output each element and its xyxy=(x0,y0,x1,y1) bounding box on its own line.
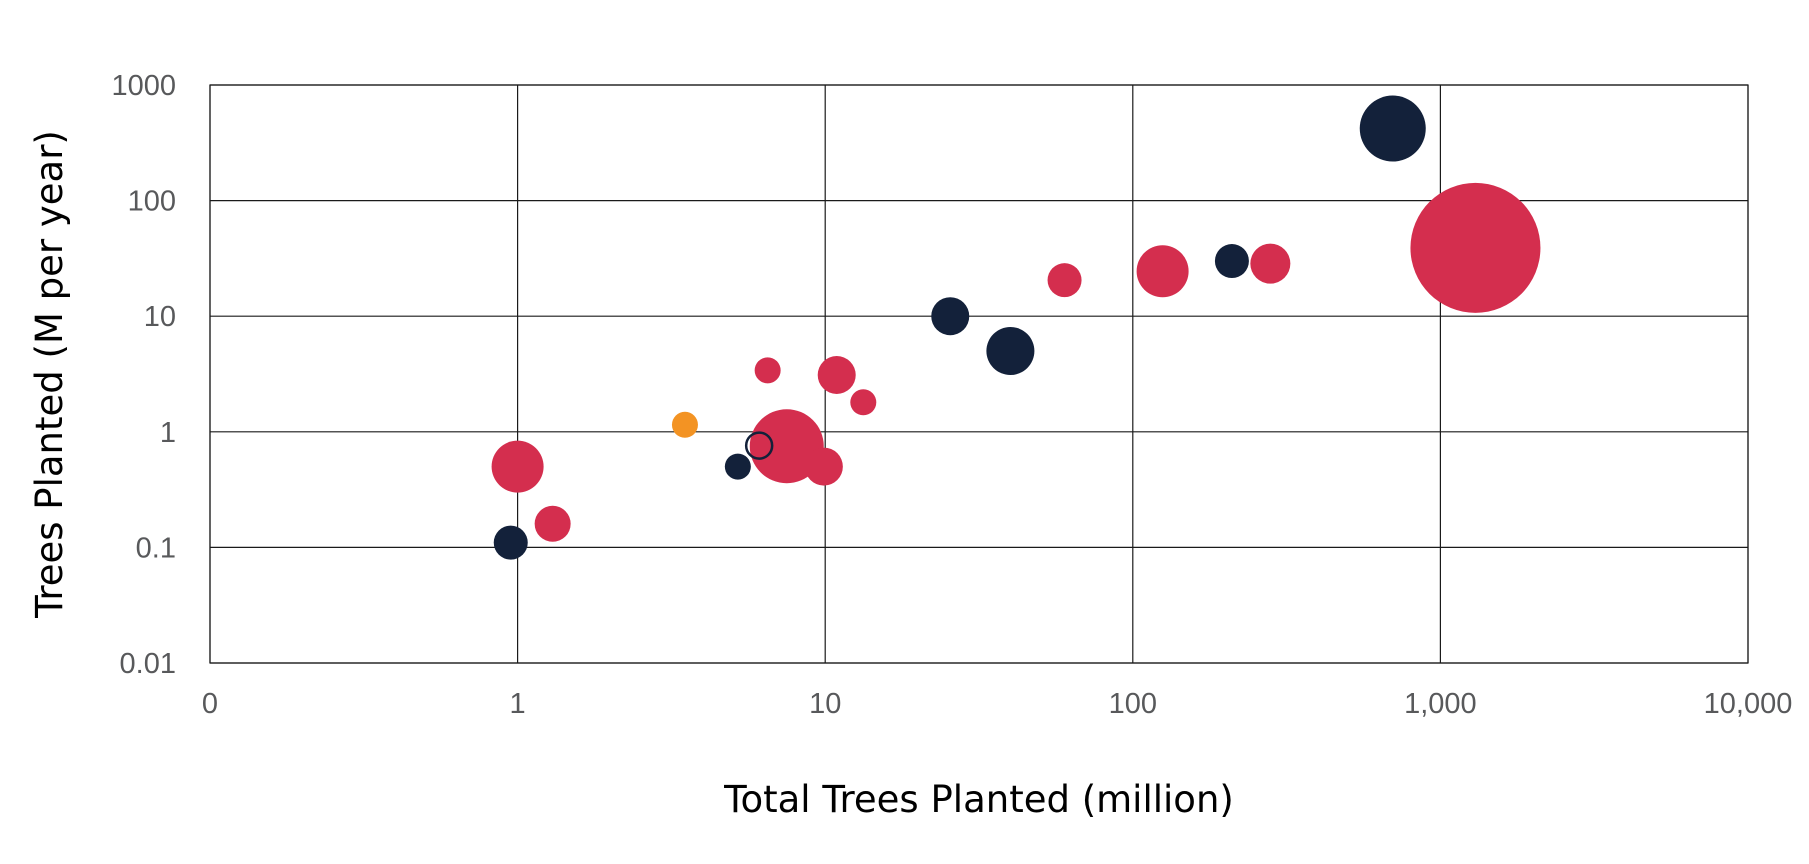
data-point xyxy=(1136,245,1189,298)
data-point xyxy=(804,447,843,486)
y-tick-label: 10 xyxy=(144,301,176,333)
data-point xyxy=(1047,263,1082,298)
data-point xyxy=(1359,95,1426,162)
x-axis-ticks: 0 1 10 100 1,000 10,000 xyxy=(202,688,1792,720)
data-point xyxy=(850,389,877,416)
y-tick-label: 0.01 xyxy=(120,648,176,680)
data-point xyxy=(493,525,528,560)
y-axis-title: Trees Planted (M per year) xyxy=(28,130,71,619)
y-tick-label: 0.1 xyxy=(136,532,176,564)
y-tick-label: 1000 xyxy=(111,70,176,102)
plot-area xyxy=(209,84,1749,664)
data-point xyxy=(1410,182,1541,313)
data-point xyxy=(754,357,781,384)
data-point xyxy=(491,440,544,493)
x-tick-label: 0 xyxy=(202,688,218,720)
x-tick-label: 1 xyxy=(510,688,526,720)
data-point xyxy=(534,505,571,542)
y-tick-label: 1 xyxy=(160,417,176,449)
data-point xyxy=(986,326,1035,375)
data-point xyxy=(1250,243,1291,284)
y-tick-label: 100 xyxy=(128,186,176,218)
data-point xyxy=(671,411,698,438)
x-tick-label: 100 xyxy=(1109,688,1157,720)
data-point xyxy=(724,453,751,480)
x-axis-title: Total Trees Planted (million) xyxy=(723,778,1234,821)
data-points xyxy=(491,95,1541,560)
y-axis-ticks: 0.01 0.1 1 10 100 1000 xyxy=(111,70,176,680)
x-tick-label: 1,000 xyxy=(1404,688,1477,720)
data-point xyxy=(931,297,970,336)
data-point xyxy=(817,355,856,394)
data-point xyxy=(744,431,774,460)
x-tick-label: 10 xyxy=(809,688,841,720)
grid-lines xyxy=(209,84,1749,664)
x-tick-label: 10,000 xyxy=(1704,688,1793,720)
data-point xyxy=(1214,244,1249,279)
